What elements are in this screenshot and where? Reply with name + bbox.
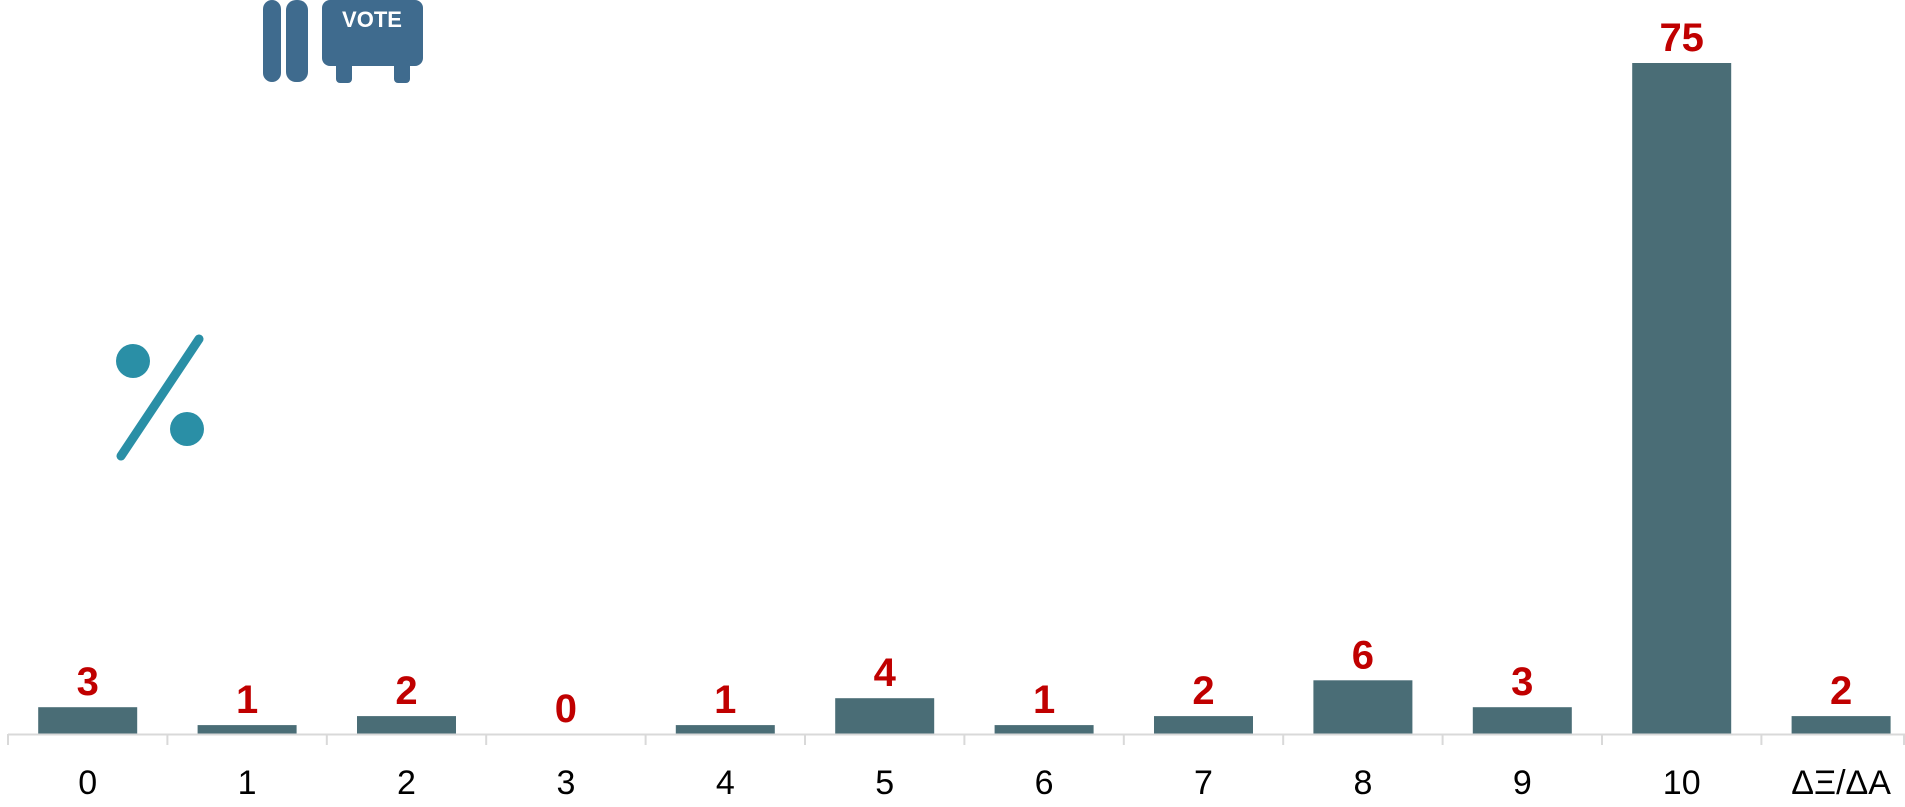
x-tick-label: 2 — [397, 764, 416, 802]
vote-box-foot-left — [336, 60, 352, 83]
bar-value-label: 4 — [874, 651, 897, 695]
x-tick-label: 8 — [1353, 764, 1372, 802]
vote-person-leg-left — [263, 0, 281, 82]
bar-value-label: 1 — [714, 678, 736, 722]
bar-value-label: 2 — [395, 669, 417, 713]
percent-icon-dot-top — [116, 344, 150, 378]
vote-person-leg-right — [286, 0, 308, 82]
bar-value-label: 6 — [1352, 633, 1374, 677]
bar-value-label: 1 — [236, 678, 258, 722]
percent-icon-dot-bottom — [170, 412, 204, 446]
x-tick-label: 4 — [716, 764, 735, 802]
bar-value-label: 3 — [77, 660, 99, 704]
percent-icon-slash — [116, 334, 204, 461]
x-tick-label: 1 — [238, 764, 257, 802]
vote-box-foot-right — [394, 60, 410, 83]
bar-value-label: 0 — [555, 687, 577, 731]
bar-value-label: 75 — [1659, 16, 1704, 60]
value-labels-layer: 3 1 2 0 1 4 1 2 6 3 75 2 — [77, 16, 1853, 731]
vote-label: VOTE — [342, 7, 402, 32]
bar — [38, 707, 138, 734]
bar — [1154, 716, 1253, 734]
bar — [994, 725, 1094, 734]
x-tick-label: ΔΞ/ΔΑ — [1791, 764, 1891, 802]
x-axis — [7, 733, 1905, 745]
bar — [1313, 680, 1413, 734]
x-tick-label: 0 — [78, 764, 97, 802]
x-tick-label: 6 — [1035, 764, 1054, 802]
bar — [1472, 707, 1572, 734]
x-tick-label: 3 — [556, 764, 575, 802]
x-tick-label: 5 — [875, 764, 894, 802]
bar-value-label: 1 — [1033, 678, 1055, 722]
x-tick-label: 9 — [1513, 764, 1532, 802]
vote-box-body — [322, 0, 423, 66]
bar — [675, 725, 775, 734]
bar-value-label: 3 — [1511, 660, 1533, 704]
bar — [1791, 716, 1891, 734]
bar — [835, 698, 935, 734]
x-tick-label: 7 — [1194, 764, 1213, 802]
bar-value-label: 2 — [1192, 669, 1214, 713]
bar — [357, 716, 456, 734]
x-tick-labels: 0 1 2 3 4 5 6 7 8 9 10 ΔΞ/ΔΑ — [78, 764, 1891, 802]
bars-layer — [38, 63, 1891, 734]
x-tick-label: 10 — [1663, 764, 1701, 802]
bar — [1632, 63, 1732, 734]
percent-icon — [116, 334, 204, 461]
vote-ballot-box-icon: VOTE — [263, 0, 423, 83]
bar — [197, 725, 297, 734]
bar-value-label: 2 — [1830, 669, 1852, 713]
